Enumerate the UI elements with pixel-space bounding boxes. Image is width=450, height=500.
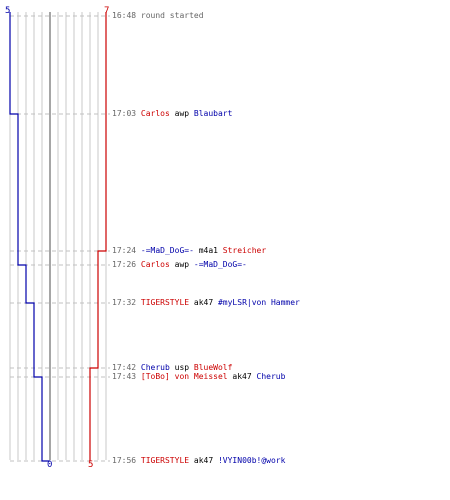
- event-player: [ToBo] von Meissel: [140, 372, 233, 381]
- event-player: #myLSR|von Hammer: [217, 298, 300, 307]
- event-player: -=MaD_DoG=-: [193, 260, 247, 269]
- event-weapon: m4a1: [198, 246, 223, 255]
- blue-team-end-count: 0: [47, 460, 53, 470]
- event-player: -=MaD_DoG=-: [140, 246, 199, 255]
- event-row: 17:03 Carlos awp Blaubart: [112, 109, 232, 119]
- event-row: 17:43 [ToBo] von Meissel ak47 Cherub: [112, 372, 285, 382]
- event-time: 16:48: [112, 11, 141, 20]
- event-row: 17:42 Cherub usp BlueWolf: [112, 363, 232, 373]
- event-time: 17:26: [112, 260, 141, 269]
- event-player: !VYIN00b!@work: [217, 456, 286, 465]
- event-player: Carlos: [140, 260, 175, 269]
- event-player: TIGERSTYLE: [140, 298, 194, 307]
- event-time: 17:56: [112, 456, 141, 465]
- event-weapon: ak47: [232, 372, 257, 381]
- event-weapon: ak47: [193, 456, 218, 465]
- event-row: 17:56 TIGERSTYLE ak47 !VYIN00b!@work: [112, 456, 285, 466]
- event-time: 17:24: [112, 246, 141, 255]
- event-weapon: awp: [174, 109, 194, 118]
- event-row: 17:24 -=MaD_DoG=- m4a1 Streicher: [112, 246, 266, 256]
- red-team-start-count: 7: [104, 6, 110, 16]
- event-player: Cherub: [140, 363, 175, 372]
- event-player: Streicher: [222, 246, 267, 255]
- event-time: 17:03: [112, 109, 141, 118]
- event-player: BlueWolf: [193, 363, 233, 372]
- event-player: Cherub: [256, 372, 286, 381]
- event-note: round started: [140, 11, 204, 20]
- event-time: 17:43: [112, 372, 141, 381]
- blue-team-start-count: 5: [5, 6, 11, 16]
- event-weapon: usp: [174, 363, 194, 372]
- event-row: 17:32 TIGERSTYLE ak47 #myLSR|von Hammer: [112, 298, 300, 308]
- event-weapon: awp: [174, 260, 194, 269]
- event-row: 16:48 round started: [112, 11, 204, 21]
- event-player: Blaubart: [193, 109, 233, 118]
- event-player: Carlos: [140, 109, 175, 118]
- event-weapon: ak47: [193, 298, 218, 307]
- event-time: 17:32: [112, 298, 141, 307]
- event-player: TIGERSTYLE: [140, 456, 194, 465]
- event-row: 17:26 Carlos awp -=MaD_DoG=-: [112, 260, 247, 270]
- event-time: 17:42: [112, 363, 141, 372]
- red-team-line: [89, 12, 107, 461]
- red-team-end-count: 5: [88, 460, 94, 470]
- blue-team-line: [9, 12, 50, 462]
